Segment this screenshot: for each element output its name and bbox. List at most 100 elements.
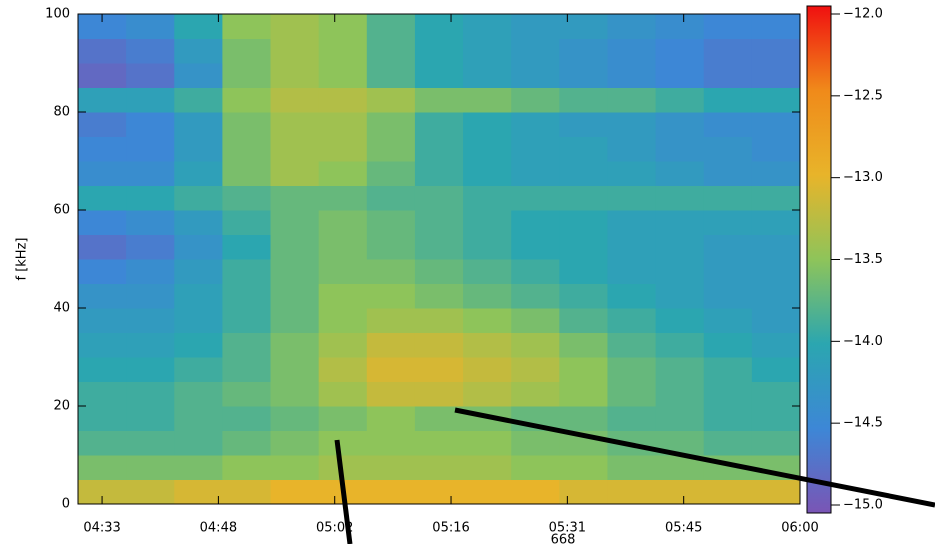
heatmap-cell [751, 136, 801, 162]
heatmap-cell [366, 455, 416, 480]
heatmap-cell [703, 234, 753, 260]
heatmap-cell [511, 479, 560, 505]
y-tick-label: 100 [45, 7, 70, 22]
heatmap-cell [270, 161, 320, 186]
heatmap-cell [366, 63, 416, 88]
heatmap-cell [655, 479, 705, 505]
heatmap-cell [270, 38, 320, 64]
heatmap-cell [318, 332, 368, 358]
heatmap-cell [366, 234, 416, 260]
heatmap-cell [703, 430, 753, 456]
heatmap-cell [751, 381, 801, 407]
heatmap-cell [511, 283, 560, 309]
heatmap-cell [318, 259, 368, 284]
heatmap-cell [126, 259, 175, 284]
heatmap-cell [174, 406, 223, 431]
x-tick-label: 05:02 [316, 521, 353, 536]
heatmap-cell [559, 406, 608, 431]
colorbar-tick-label: −15.0 [843, 498, 883, 513]
heatmap-cell [607, 381, 657, 407]
heatmap-cell [607, 406, 657, 431]
heatmap-cell [751, 87, 801, 113]
x-tick-label: 05:16 [432, 521, 469, 536]
heatmap-cell [751, 161, 801, 186]
heatmap-cell [655, 185, 705, 211]
heatmap-cell [559, 112, 608, 137]
heatmap-cell [222, 455, 272, 480]
heatmap-cell [318, 357, 368, 382]
heatmap-cell [463, 185, 512, 211]
heatmap-cell [607, 210, 657, 235]
heatmap-cell [174, 210, 223, 235]
heatmap-cell [751, 112, 801, 137]
heatmap-cell [655, 259, 705, 284]
heatmap-cell [366, 112, 416, 137]
heatmap-cell [174, 357, 223, 382]
heatmap-cell [559, 308, 608, 333]
heatmap-cell [270, 479, 320, 505]
heatmap-cell [414, 357, 464, 382]
heatmap-cell [414, 63, 464, 88]
heatmap-cell [366, 87, 416, 113]
heatmap-cell [463, 38, 512, 64]
x-tick-label: 04:33 [83, 521, 120, 536]
heatmap-cell [607, 455, 657, 480]
heatmap-cell [511, 210, 560, 235]
heatmap-cell [174, 112, 223, 137]
heatmap-cell [78, 234, 127, 260]
heatmap-cell [174, 38, 223, 64]
heatmap-cell [511, 136, 560, 162]
heatmap-cell [703, 185, 753, 211]
heatmap-cell [703, 38, 753, 64]
x-tick-label: 04:48 [200, 521, 237, 536]
heatmap-cell [463, 332, 512, 358]
heatmap-cell [222, 332, 272, 358]
heatmap-cell [126, 63, 175, 88]
heatmap-cell [559, 63, 608, 88]
heatmap-cell [655, 63, 705, 88]
heatmap-cell [366, 430, 416, 456]
heatmap-cell [126, 332, 175, 358]
heatmap-cell [126, 406, 175, 431]
heatmap-cell [174, 259, 223, 284]
heatmap-cell [414, 430, 464, 456]
heatmap [78, 14, 801, 505]
heatmap-cell [222, 210, 272, 235]
y-axis-label: f [kHz] [15, 238, 30, 281]
heatmap-cell [222, 430, 272, 456]
heatmap-cell [414, 161, 464, 186]
heatmap-cell [222, 63, 272, 88]
heatmap-cell [463, 381, 512, 407]
heatmap-cell [318, 185, 368, 211]
heatmap-cell [222, 259, 272, 284]
heatmap-cell [318, 161, 368, 186]
heatmap-cell [511, 185, 560, 211]
pointer-line [454, 407, 935, 508]
heatmap-cell [655, 283, 705, 309]
heatmap-cell [366, 136, 416, 162]
heatmap-cell [174, 87, 223, 113]
colorbar-tick-label: −14.5 [843, 416, 883, 431]
heatmap-cell [511, 308, 560, 333]
heatmap-cell [703, 63, 753, 88]
heatmap-cell [607, 63, 657, 88]
heatmap-cell [78, 185, 127, 211]
heatmap-cell [270, 430, 320, 456]
heatmap-cell [78, 259, 127, 284]
heatmap-cell [655, 38, 705, 64]
heatmap-cell [270, 283, 320, 309]
heatmap-cell [703, 357, 753, 382]
heatmap-cell [78, 357, 127, 382]
heatmap-cell [270, 185, 320, 211]
heatmap-cell [703, 112, 753, 137]
heatmap-cell [318, 63, 368, 88]
heatmap-cell [559, 87, 608, 113]
heatmap-cell [511, 332, 560, 358]
heatmap-cell [318, 112, 368, 137]
heatmap-cell [463, 479, 512, 505]
heatmap-cell [270, 136, 320, 162]
heatmap-cell [126, 430, 175, 456]
heatmap-cell [78, 455, 127, 480]
heatmap-cell [414, 87, 464, 113]
heatmap-cell [270, 259, 320, 284]
